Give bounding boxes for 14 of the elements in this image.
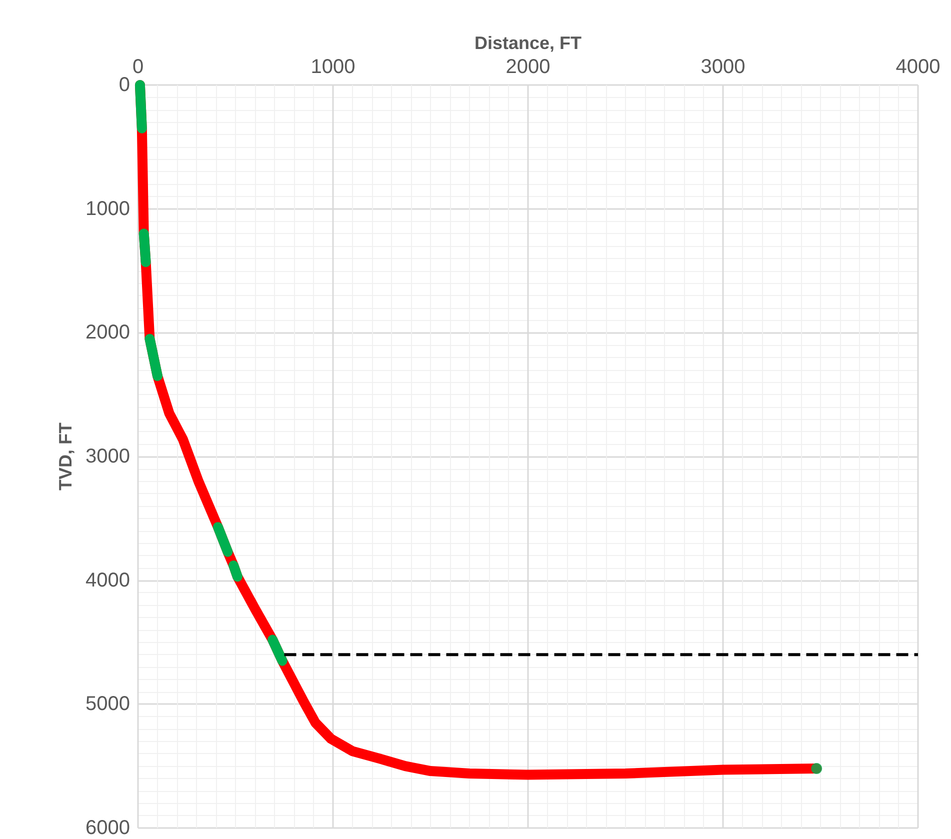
y-tick-label: 1000 bbox=[86, 198, 130, 220]
y-axis-title: TVD, FT bbox=[56, 422, 76, 490]
x-tick-label: 4000 bbox=[896, 56, 940, 78]
y-tick-label: 3000 bbox=[86, 446, 130, 468]
x-tick-label: 0 bbox=[132, 56, 144, 78]
y-tick-label: 4000 bbox=[86, 569, 130, 592]
y-tick-label: 6000 bbox=[86, 817, 130, 839]
y-tick-label: 2000 bbox=[86, 322, 130, 344]
x-tick-label: 1000 bbox=[310, 56, 356, 78]
x-tick-label: 2000 bbox=[506, 56, 550, 78]
x-axis-title: Distance, FT bbox=[474, 33, 582, 54]
y-tick-label: 0 bbox=[118, 74, 130, 96]
x-tick-label: 3000 bbox=[700, 56, 746, 78]
y-tick-label: 5000 bbox=[86, 693, 130, 716]
